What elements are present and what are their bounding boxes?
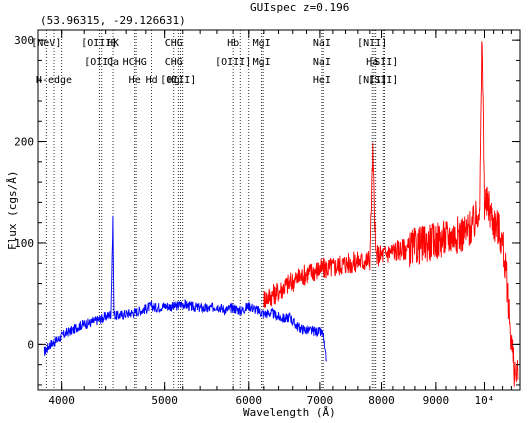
- spectral-line-label: Ha: [366, 57, 378, 68]
- spectral-line-label: Hg: [168, 75, 180, 86]
- spectral-line-label: [NeV]: [31, 38, 61, 49]
- spectral-line-label: MgI: [253, 57, 271, 68]
- spectral-line-label: [SII]: [368, 57, 398, 68]
- x-tick-label: 4000: [48, 394, 75, 407]
- y-tick-label: 0: [27, 338, 34, 351]
- spectral-line-label: MgI: [253, 38, 271, 49]
- series-line-0: [43, 215, 327, 362]
- spectral-line-label: NaI: [313, 38, 331, 49]
- x-axis: 4000 5000 6000 7000 8000 9000 10⁴: [48, 30, 521, 407]
- spectral-line-label: HeI: [313, 75, 331, 86]
- spectral-line-label: CHG: [165, 38, 183, 49]
- y-axis: 0 100 200 300: [14, 34, 520, 386]
- spectral-line-label: [SII]: [368, 75, 398, 86]
- spectral-line-label: CHG: [165, 57, 183, 68]
- x-tick-label: 5000: [151, 394, 178, 407]
- spectral-line-label: NaI: [313, 57, 331, 68]
- spectral-line-label: HK: [107, 38, 119, 49]
- x-tick-label: 10⁴: [475, 394, 495, 407]
- y-tick-label: 200: [14, 136, 34, 149]
- spectral-line-label: [OIII]: [215, 57, 251, 68]
- spectral-line-label: [OIII]: [81, 38, 117, 49]
- spectral-line-label: [NII]: [357, 38, 387, 49]
- chart-title: GUIspec z=0.196: [250, 1, 349, 14]
- spectral-line-label: Ca: [107, 57, 119, 68]
- chart-subtitle: (53.96315, -29.126631): [40, 14, 186, 27]
- y-axis-title: Flux (cgs/Å): [6, 171, 19, 250]
- x-tick-label: 9000: [423, 394, 450, 407]
- x-tick-label: 8000: [368, 394, 395, 407]
- y-tick-label: 300: [14, 34, 34, 47]
- y-tick-label: 100: [14, 237, 34, 250]
- spectral-line-label: [NII]: [357, 75, 387, 86]
- x-tick-label: 7000: [307, 394, 334, 407]
- series-layer: [43, 41, 519, 387]
- spectral-line-label: Hd: [146, 75, 158, 86]
- spectral-line-label: H-edge: [36, 75, 72, 86]
- spectral-line-label: He: [129, 75, 141, 86]
- spectral-line-label: Hb: [227, 38, 239, 49]
- spectral-line-label: HCHG: [123, 57, 147, 68]
- x-axis-title: Wavelength (Å): [243, 406, 336, 419]
- series-line-1: [263, 41, 519, 387]
- spectral-line-markers: [NeV] H-edge [OIII] [OII] HK Ca HCHG He Hd CHG CHG…: [31, 30, 398, 390]
- plot-frame: [37, 29, 521, 391]
- spectral-line-label: [OII]: [84, 57, 114, 68]
- x-tick-label: 6000: [236, 394, 263, 407]
- spectral-line-label: [OIII]: [160, 75, 196, 86]
